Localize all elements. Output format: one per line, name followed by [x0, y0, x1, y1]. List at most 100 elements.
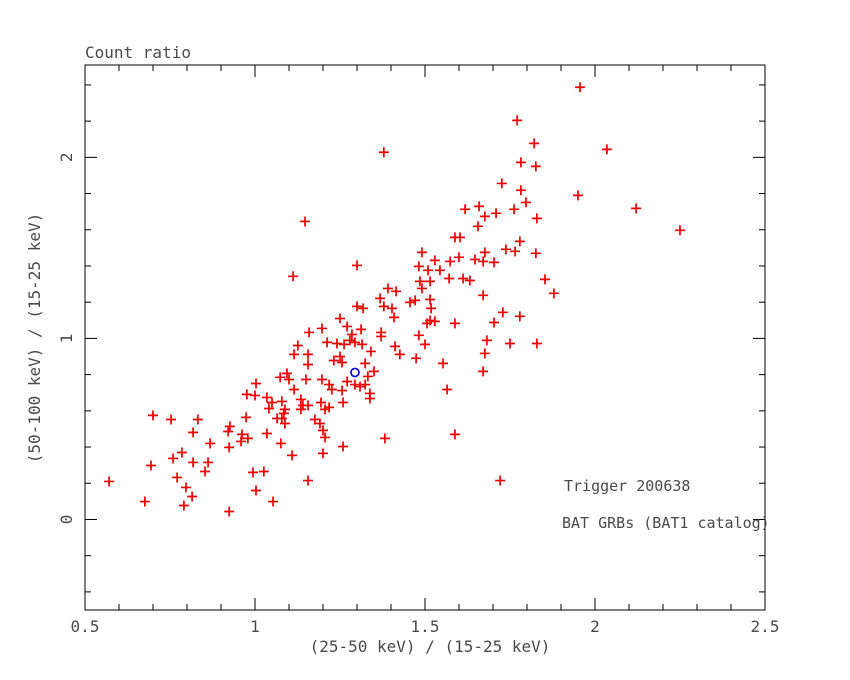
red-plus-marker: [357, 339, 368, 350]
red-plus-marker: [382, 283, 393, 294]
red-plus-marker: [491, 208, 502, 219]
red-plus-marker: [445, 256, 456, 267]
red-plus-marker: [358, 303, 369, 314]
red-plus-marker: [168, 453, 179, 464]
red-plus-marker: [356, 324, 367, 335]
x-tick-label: 0.5: [71, 617, 100, 636]
red-plus-marker: [148, 410, 158, 421]
red-plus-marker: [166, 414, 177, 425]
red-plus-marker: [318, 448, 328, 459]
red-plus-marker: [478, 256, 489, 267]
red-plus-marker: [416, 247, 427, 258]
red-plus-marker: [192, 414, 203, 425]
red-plus-marker: [205, 438, 216, 449]
red-plus-marker: [178, 500, 189, 511]
red-plus-marker: [474, 201, 485, 212]
red-plus-marker: [288, 271, 299, 282]
red-plus-marker: [531, 338, 542, 349]
red-plus-marker: [284, 374, 294, 385]
red-plus-marker: [429, 255, 440, 266]
red-plus-marker: [489, 257, 500, 268]
red-plus-marker: [478, 290, 489, 301]
red-plus-marker: [188, 427, 199, 438]
red-plus-marker: [188, 457, 199, 468]
red-plus-marker: [139, 496, 150, 507]
red-plus-marker: [512, 115, 523, 126]
red-plus-marker: [389, 312, 400, 323]
red-plus-marker: [376, 331, 387, 342]
red-plus-marker: [278, 408, 289, 419]
red-plus-marker: [360, 358, 371, 369]
red-plus-marker: [261, 392, 272, 403]
red-plus-marker: [416, 283, 427, 294]
red-plus-marker: [631, 203, 642, 214]
red-plus-marker: [413, 261, 424, 272]
red-plus-marker: [497, 307, 508, 318]
red-plus-marker: [530, 161, 541, 172]
red-plus-marker: [224, 506, 235, 517]
red-plus-marker: [405, 297, 416, 308]
red-plus-marker: [510, 246, 521, 257]
red-plus-marker: [362, 371, 373, 382]
red-plus-marker: [337, 357, 348, 368]
red-plus-marker: [335, 313, 345, 324]
red-plus-marker: [224, 421, 235, 432]
red-plus-marker: [423, 265, 434, 276]
red-plus-marker: [200, 466, 211, 477]
red-plus-marker: [342, 321, 353, 332]
red-plus-marker: [425, 294, 436, 305]
red-plus-marker: [355, 381, 366, 392]
red-plus-marker: [601, 144, 612, 155]
x-tick-label: 2.5: [751, 617, 780, 636]
legend-trigger-label: Trigger 200638: [564, 477, 690, 495]
red-plus-marker: [309, 414, 320, 425]
red-plus-marker: [338, 397, 349, 408]
red-plus-marker: [237, 429, 248, 440]
blue-circle-marker: [350, 367, 360, 378]
red-plus-marker: [464, 275, 475, 286]
red-plus-marker: [410, 295, 421, 306]
red-plus-marker: [479, 348, 490, 359]
red-plus-marker: [295, 404, 306, 415]
red-plus-marker: [299, 216, 310, 227]
red-plus-marker: [422, 318, 433, 329]
red-plus-marker: [455, 232, 466, 243]
axis-ticks: [84, 65, 766, 610]
red-plus-marker: [267, 397, 277, 408]
red-plus-marker: [241, 412, 252, 423]
red-plus-marker: [289, 384, 300, 395]
red-plus-marker: [489, 317, 500, 328]
red-plus-marker: [295, 394, 306, 405]
red-plus-marker: [413, 330, 424, 341]
red-plus-marker: [247, 467, 258, 478]
red-plus-marker: [454, 252, 464, 263]
red-plus-marker: [449, 429, 460, 440]
x-axis-label: (25-50 keV) / (15-25 keV): [310, 637, 551, 656]
red-plus-marker: [315, 397, 326, 408]
red-plus-marker: [281, 368, 292, 379]
red-plus-marker: [375, 293, 386, 304]
red-plus-marker: [275, 438, 286, 449]
red-plus-marker: [575, 82, 586, 93]
red-plus-marker: [279, 418, 290, 429]
red-plus-marker: [251, 485, 262, 496]
red-plus-marker: [478, 366, 489, 377]
red-plus-marker: [326, 384, 337, 395]
red-plus-marker: [352, 301, 362, 312]
red-plus-marker: [172, 472, 183, 483]
red-plus-marker: [520, 197, 531, 208]
red-plus-marker: [263, 403, 274, 414]
plot-frame: [84, 64, 766, 611]
y-tick-label: 1: [57, 334, 76, 344]
x-tick-label: 2: [590, 617, 600, 636]
red-plus-marker: [481, 335, 492, 346]
y-tick-label: 0: [57, 515, 76, 525]
red-plus-marker: [328, 355, 339, 366]
red-plus-marker: [387, 303, 398, 314]
red-plus-marker: [514, 311, 525, 322]
red-plus-marker: [675, 225, 685, 236]
red-plus-marker: [301, 374, 311, 385]
red-plus-marker: [425, 276, 436, 287]
red-plus-marker: [314, 418, 325, 429]
red-plus-marker: [473, 221, 484, 232]
